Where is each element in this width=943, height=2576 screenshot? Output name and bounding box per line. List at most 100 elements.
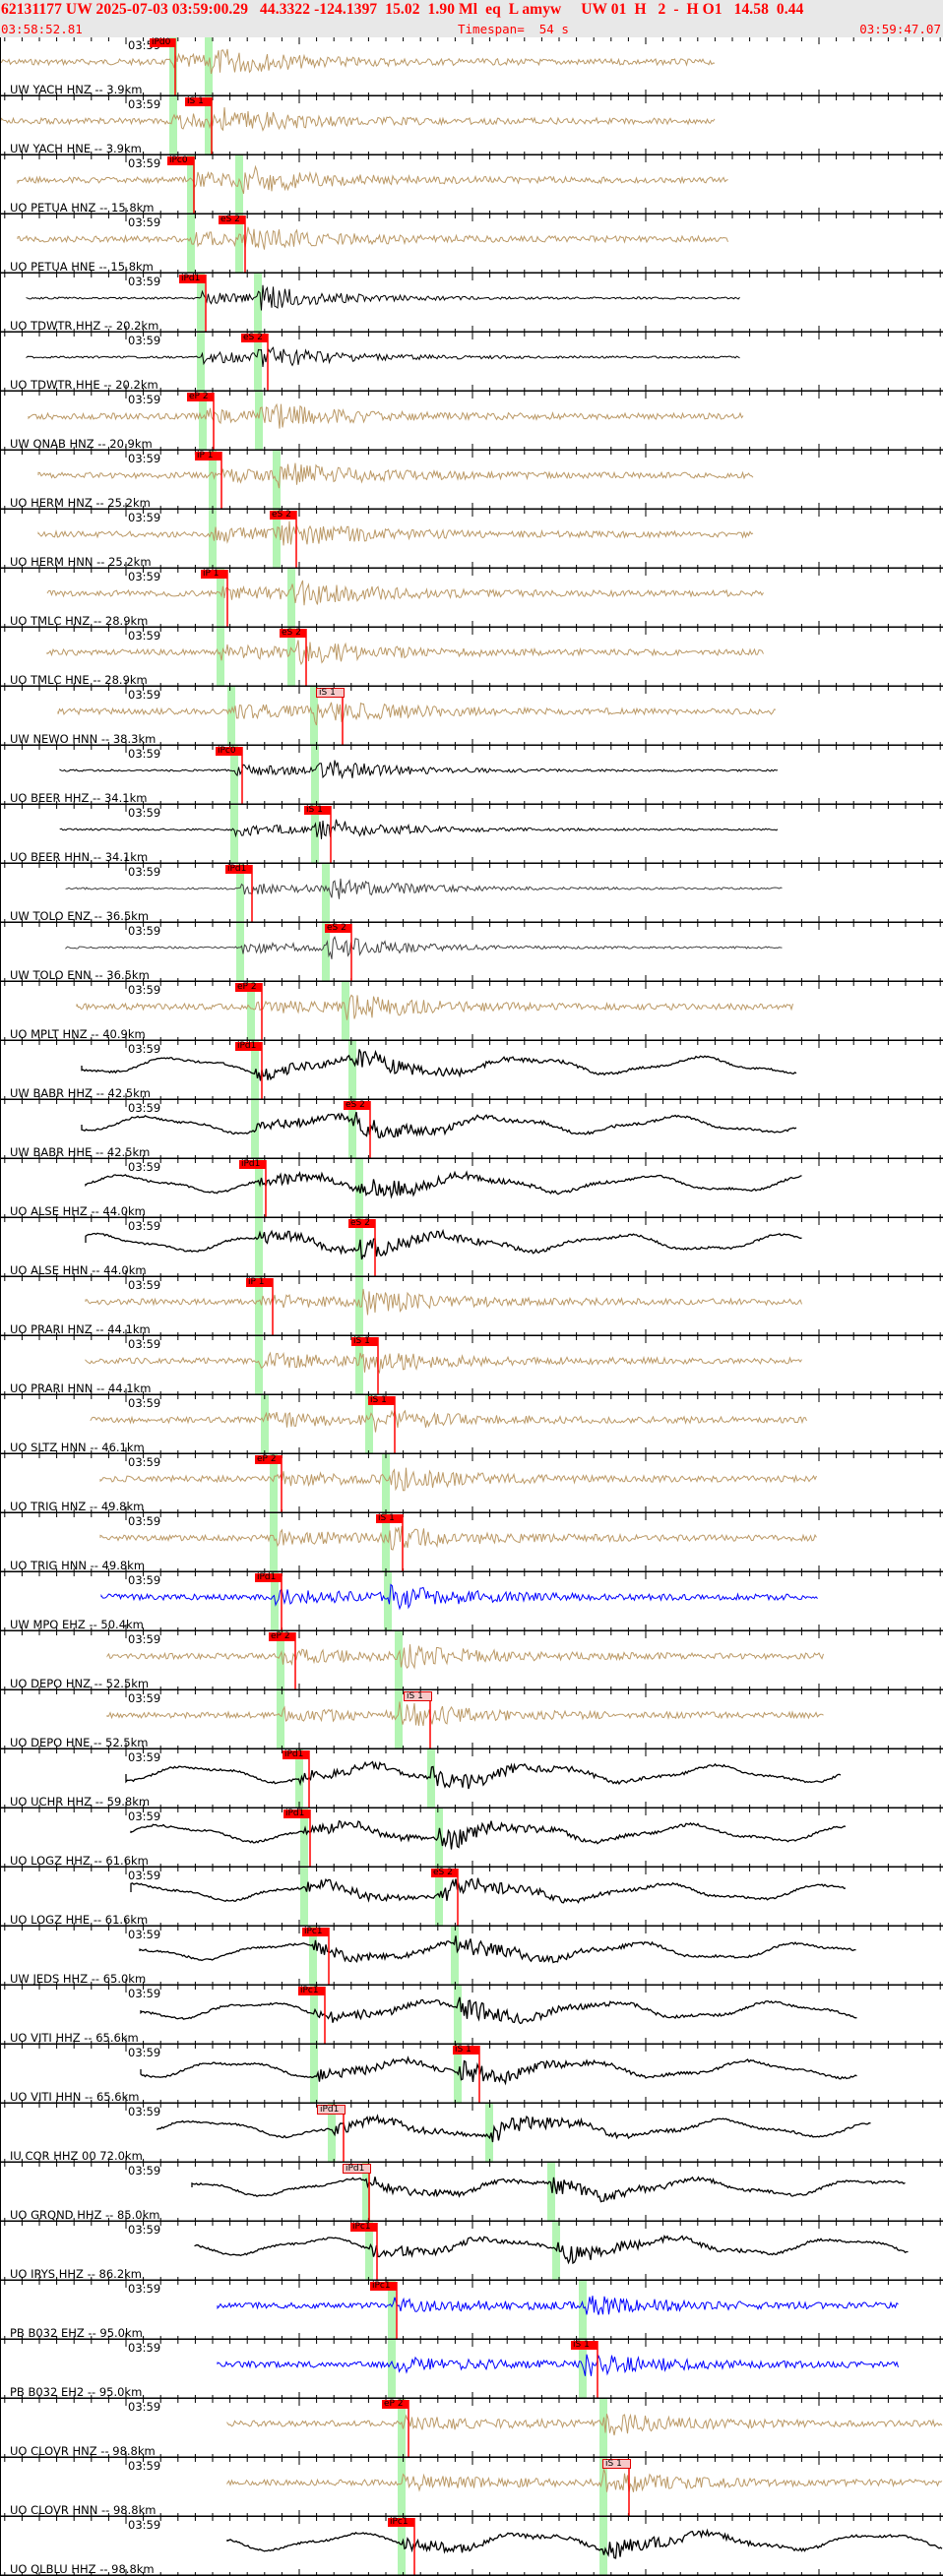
trace-panel[interactable]: 03:59 iPd1 UO LOGZ HHZ -- 61.6km — [0, 1809, 943, 1868]
trace-panel[interactable]: 03:59 iS 1 UO BEER HHN -- 34.1km — [0, 805, 943, 864]
phase-pick-flag[interactable]: iPd1 — [239, 1160, 266, 1169]
phase-pick-flag[interactable]: iS 1 — [453, 2046, 479, 2055]
trace-panel[interactable]: 03:59 eP 2 UO TRIG HNZ -- 49.8km — [0, 1454, 943, 1513]
trace-panel[interactable]: 03:59 iS 1 UO VITI HHN -- 65.6km — [0, 2045, 943, 2104]
phase-pick-flag[interactable]: eP 2 — [235, 983, 262, 992]
trace-panel[interactable]: 03:59 eS 2 UO TDWTR HHE -- 20.2km — [0, 333, 943, 392]
s-theoretical-band — [205, 96, 213, 155]
trace-panel[interactable]: 03:59 iPd1 IU COR HHZ 00 72.0km — [0, 2104, 943, 2163]
station-label: UO PETUA HNE -- 15.8km — [10, 260, 154, 274]
trace-panel[interactable]: 03:59 iS 1 UO SLTZ HNN -- 46.1km — [0, 1395, 943, 1454]
phase-pick-flag[interactable]: eP 2 — [255, 1455, 282, 1464]
phase-pick-flag[interactable]: iPc1 — [298, 1987, 325, 1995]
phase-pick-flag[interactable]: iPd1 — [179, 275, 206, 283]
trace-panel[interactable]: 03:59 iPd1 UW TOLO ENZ -- 36.5km — [0, 864, 943, 923]
waveform-plot — [0, 451, 943, 510]
trace-panel[interactable]: 03:59 iPd1 UO ALSE HHZ -- 44.0km — [0, 1159, 943, 1218]
start-time: 03:58:52.81 — [1, 22, 83, 36]
phase-pick-flag[interactable]: iS 1 — [376, 1514, 403, 1523]
trace-panel[interactable]: 03:59 iS 1 UW YACH HNE -- 3.9km — [0, 96, 943, 155]
phase-pick-flag[interactable]: iP 1 — [246, 1278, 273, 1287]
phase-pick-flag[interactable]: eP 2 — [269, 1632, 295, 1641]
trace-panel[interactable]: 03:59 iPc1 UW JEDS HHZ -- 65.0km — [0, 1927, 943, 1986]
phase-pick-flag[interactable]: iS 1 — [571, 2341, 597, 2350]
minute-label: 03:59 — [128, 452, 161, 465]
phase-pick-flag[interactable]: eP 2 — [382, 2400, 409, 2409]
phase-pick-flag[interactable]: iPd1 — [283, 1809, 310, 1818]
trace-panel[interactable]: 03:59 iS 1 PB B032 EH2 -- 95.0km — [0, 2340, 943, 2399]
trace-panel[interactable]: 03:59 iPd1 UO GRQND HHZ -- 85.0km — [0, 2163, 943, 2222]
phase-pick-flag[interactable]: iPc1 — [302, 1928, 329, 1936]
phase-pick-flag[interactable]: eP 2 — [187, 393, 214, 401]
phase-pick-flag[interactable]: eS 2 — [348, 1219, 375, 1228]
trace-panel[interactable]: 03:59 iPc0 UO BEER HHZ -- 34.1km — [0, 746, 943, 805]
trace-panel[interactable]: 03:59 iPc1 UO IRYS HHZ -- 86.2km — [0, 2222, 943, 2281]
phase-pick-flag[interactable]: iPd1 — [343, 2164, 371, 2174]
station-label: UW YACH HNZ -- 3.9km — [10, 83, 143, 96]
trace-panel[interactable]: 03:59 iP 1 UO HERM HNZ -- 25.2km — [0, 451, 943, 510]
phase-pick-flag[interactable]: iPc0 — [167, 156, 194, 165]
phase-pick-flag[interactable]: iP 1 — [201, 570, 227, 579]
trace-panel[interactable]: 03:59 iPd1 UO TDWTR HHZ -- 20.2km — [0, 274, 943, 333]
trace-panel[interactable]: 03:59 iPd1 UO UCHR HHZ -- 59.8km — [0, 1749, 943, 1809]
waveform-trace — [140, 1996, 857, 2025]
trace-panel[interactable]: 03:59 eS 2 UW BABR HHE -- 42.5km — [0, 1100, 943, 1159]
phase-pick-flag[interactable]: iPd1 — [225, 865, 252, 874]
phase-pick-flag[interactable]: iS 1 — [316, 688, 345, 698]
trace-panel[interactable]: 03:59 iPd0 UW YACH HNZ -- 3.9km — [0, 37, 943, 96]
phase-pick-flag[interactable]: eS 2 — [241, 334, 268, 342]
phase-pick-flag[interactable]: iPc0 — [216, 747, 242, 756]
trace-panel[interactable]: 03:59 eP 2 UO MPLT HNZ -- 40.9km — [0, 982, 943, 1041]
p-theoretical-band — [365, 2222, 373, 2281]
trace-panel[interactable]: 03:59 eS 2 UO TMLC HNE -- 28.9km — [0, 628, 943, 687]
waveform-plot — [0, 1336, 943, 1395]
trace-panel[interactable]: 03:59 iPc0 UO PETUA HNZ -- 15.8km — [0, 155, 943, 215]
phase-pick-flag[interactable]: iPd1 — [283, 1750, 309, 1759]
trace-panel[interactable]: 03:59 eS 2 UO PETUA HNE -- 15.8km — [0, 215, 943, 274]
trace-panel[interactable]: 03:59 iS 1 UO DEPO HNE -- 52.5km — [0, 1690, 943, 1749]
trace-panel[interactable]: 03:59 iPc1 UO VITI HHZ -- 65.6km — [0, 1986, 943, 2045]
phase-pick-flag[interactable]: iPd0 — [150, 38, 175, 47]
trace-panel[interactable]: 03:59 iPd1 UW MPO EHZ -- 50.4km — [0, 1572, 943, 1631]
trace-panel[interactable]: 03:59 eS 2 UO HERM HNN -- 25.2km — [0, 510, 943, 569]
trace-panel[interactable]: 03:59 iPc1 PB B032 EHZ -- 95.0km — [0, 2281, 943, 2340]
trace-panel[interactable]: 03:59 eP 2 UW ONAB HNZ -- 20.9km — [0, 392, 943, 451]
phase-pick-flag[interactable]: eS 2 — [280, 629, 306, 638]
trace-panel[interactable]: 03:59 iS 1 UO PRARI HNN -- 44.1km — [0, 1336, 943, 1395]
phase-pick-flag[interactable]: iPd1 — [235, 1042, 262, 1051]
phase-pick-flag[interactable]: iS 1 — [185, 97, 212, 106]
minute-label: 03:59 — [128, 156, 161, 170]
trace-panel[interactable]: 03:59 iP 1 UO TMLC HNZ -- 28.9km — [0, 569, 943, 628]
trace-panel[interactable]: 03:59 eS 2 UO LOGZ HHE -- 61.6km — [0, 1868, 943, 1927]
phase-pick-flag[interactable]: iS 1 — [351, 1337, 378, 1346]
trace-panel[interactable]: 03:59 eP 2 UO CLOVR HNZ -- 98.8km — [0, 2399, 943, 2458]
phase-pick-flag[interactable]: iP 1 — [195, 452, 221, 460]
phase-pick-flag[interactable]: eS 2 — [219, 215, 245, 224]
trace-panel[interactable]: 03:59 eS 2 UW TOLO ENN -- 36.5km — [0, 923, 943, 982]
station-label: UO TRIG HNN -- 49.8km — [10, 1559, 146, 1572]
phase-pick-flag[interactable]: iPd1 — [255, 1573, 282, 1582]
trace-panel[interactable]: 03:59 eP 2 UO DEPO HNZ -- 52.5km — [0, 1631, 943, 1690]
trace-panel[interactable]: 03:59 iP 1 UO PRARI HNZ -- 44.1km — [0, 1277, 943, 1336]
phase-pick-flag[interactable]: iPc1 — [370, 2282, 397, 2291]
phase-pick-flag[interactable]: iPc1 — [388, 2518, 414, 2527]
phase-pick-flag[interactable]: iPc1 — [350, 2223, 377, 2232]
waveform-trace — [0, 107, 716, 132]
trace-panel[interactable]: 03:59 iS 1 UO TRIG HNN -- 49.8km — [0, 1513, 943, 1572]
phase-pick-flag[interactable]: iS 1 — [368, 1396, 395, 1405]
trace-panel[interactable]: 03:59 eS 2 UO ALSE HHN -- 44.0km — [0, 1218, 943, 1277]
phase-pick-flag[interactable]: eS 2 — [270, 511, 296, 520]
trace-panel[interactable]: 03:59 iPd1 UW BABR HHZ -- 42.5km — [0, 1041, 943, 1100]
phase-pick-flag[interactable]: iPd1 — [317, 2105, 346, 2115]
trace-panel[interactable]: 03:59 iS 1 UO CLOVR HNN -- 98.8km — [0, 2458, 943, 2517]
trace-panel[interactable]: 03:59 iPc1 UO QLBLU HHZ -- 98.8km — [0, 2517, 943, 2576]
phase-pick-flag[interactable]: iS 1 — [404, 1691, 432, 1701]
phase-pick-flag[interactable]: iS 1 — [304, 806, 331, 815]
s-theoretical-band — [348, 1041, 356, 1100]
phase-pick-flag[interactable]: eS 2 — [431, 1869, 458, 1877]
phase-pick-flag[interactable]: eS 2 — [325, 924, 351, 933]
phase-pick-flag[interactable]: eS 2 — [344, 1101, 370, 1110]
trace-panel[interactable]: 03:59 iS 1 UW NEWO HNN -- 38.3km — [0, 687, 943, 746]
phase-pick-flag[interactable]: iS 1 — [602, 2459, 631, 2469]
station-label: UW YACH HNE -- 3.9km — [10, 142, 142, 155]
